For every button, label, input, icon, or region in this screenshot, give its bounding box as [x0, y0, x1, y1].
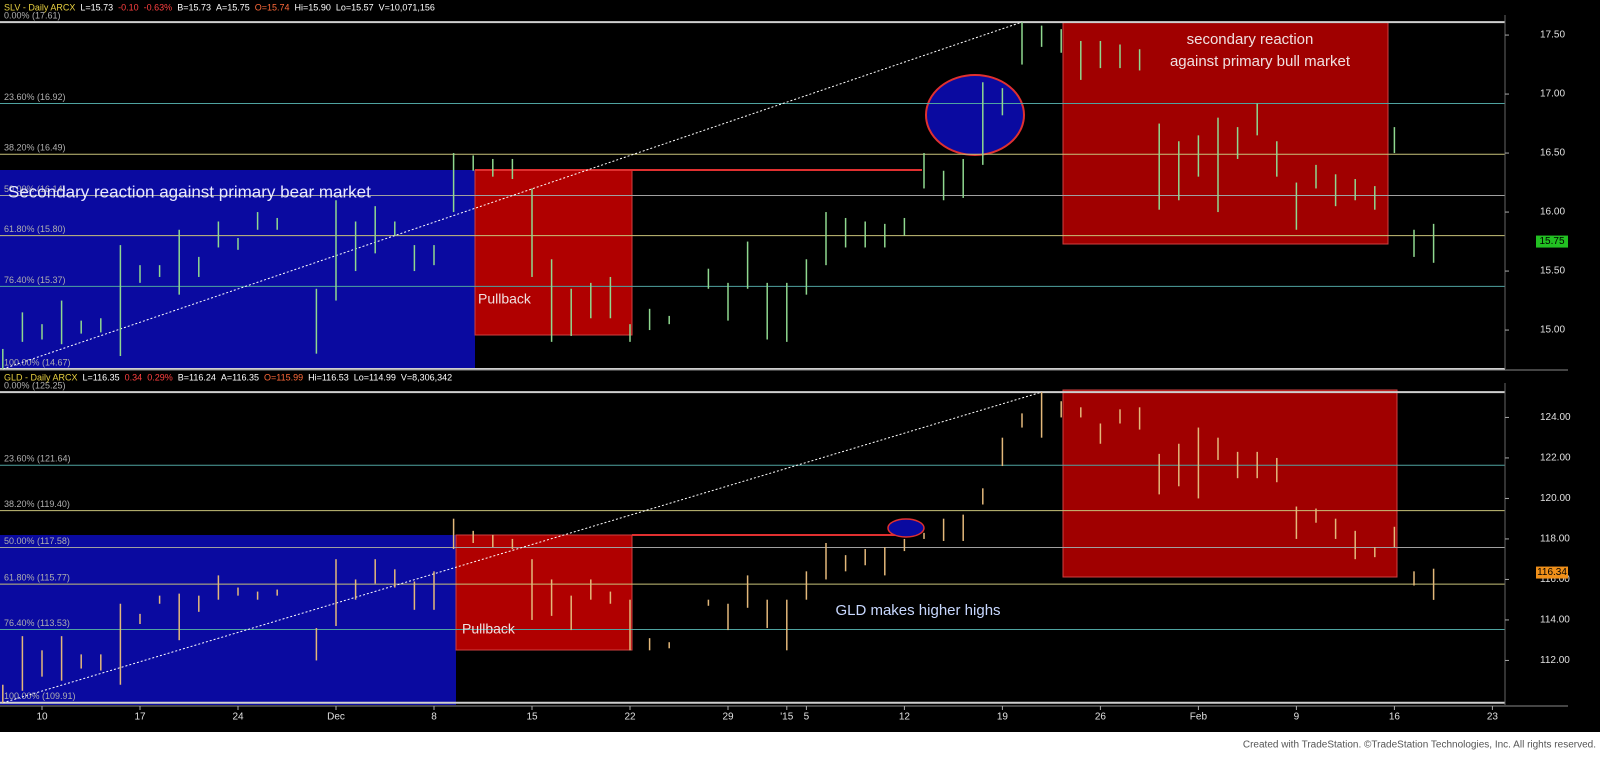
- header-field: -0.63%: [144, 2, 173, 12]
- last-price-label: 15.75: [1539, 236, 1564, 247]
- x-tick-label: Feb: [1190, 712, 1208, 723]
- header-field: SLV - Daily ARCX: [4, 2, 75, 12]
- header-field: L=15.73: [80, 2, 113, 12]
- highlight-ellipse: [925, 74, 1025, 156]
- header-field: V=10,071,156: [379, 2, 435, 12]
- fib-label: 100.00% (109.91): [4, 691, 76, 701]
- annotation: secondary reaction: [1187, 31, 1314, 48]
- fib-label: 38.20% (119.40): [4, 499, 70, 509]
- fib-label: 0.00% (125.25): [4, 380, 66, 390]
- last-price-box: [1536, 235, 1568, 248]
- x-tick-label: 19: [997, 712, 1009, 723]
- header-field: A=15.75: [216, 2, 250, 12]
- x-tick-label: '15: [780, 712, 793, 723]
- header-field: A=116.35: [221, 372, 259, 382]
- annotation: against primary bull market: [1170, 53, 1351, 70]
- x-tick-label: 22: [624, 712, 636, 723]
- header-field: Hi=15.90: [295, 2, 331, 12]
- last-price-label: 116.34: [1537, 567, 1567, 578]
- header-field: 0.34: [125, 372, 143, 382]
- header-field: Lo=114.99: [354, 372, 396, 382]
- bull-reaction-box: [1062, 389, 1398, 578]
- x-tick-label: 24: [232, 712, 244, 723]
- footer-bar: [0, 732, 1600, 765]
- y-tick-label: 17.50: [1540, 30, 1565, 41]
- y-tick-label: 124.00: [1540, 412, 1571, 423]
- fib-label: 23.60% (121.64): [4, 454, 71, 464]
- x-tick-label: 15: [526, 712, 538, 723]
- pullback-box: [455, 534, 633, 651]
- fib-label: 50.00% (117.58): [4, 536, 70, 546]
- bull-reaction-box: [1062, 21, 1389, 245]
- y-tick-label: 17.00: [1540, 89, 1565, 100]
- x-tick-label: 29: [722, 712, 734, 723]
- fib-label: 61.80% (115.77): [4, 572, 70, 582]
- annotation: Pullback: [462, 621, 516, 637]
- fib-label: 76.40% (15.37): [4, 275, 66, 285]
- annotation: Pullback: [478, 291, 532, 307]
- x-tick-label: 17: [134, 712, 146, 723]
- header-field: L=116.35: [83, 372, 120, 382]
- fib-label: 0.00% (17.61): [4, 10, 61, 20]
- y-tick-label: 16.50: [1540, 148, 1565, 159]
- x-tick-label: 23: [1487, 712, 1499, 723]
- y-tick-label: 15.00: [1540, 325, 1565, 336]
- header-field: -0.10: [118, 2, 139, 12]
- annotation: GLD makes higher highs: [835, 602, 1000, 619]
- x-tick-label: Dec: [327, 712, 345, 723]
- y-tick-label: 120.00: [1540, 493, 1571, 504]
- header-field: B=116.24: [178, 372, 216, 382]
- annotation: Secondary reaction against primary bear …: [8, 182, 371, 201]
- x-tick-label: 10: [36, 712, 48, 723]
- fib-label: 50.00% (16.14): [4, 184, 66, 194]
- y-tick-label: 16.00: [1540, 207, 1565, 218]
- footer: Created with TradeStation. ©TradeStation…: [1243, 740, 1596, 751]
- bear-reaction-box: [0, 535, 456, 705]
- highlight-ellipse: [887, 518, 925, 538]
- pullback-box: [474, 169, 633, 336]
- y-tick-label: 114.00: [1540, 615, 1570, 626]
- y-tick-label: 112.00: [1540, 655, 1570, 666]
- y-tick-label: 118.00: [1540, 534, 1570, 545]
- fib-label: 38.20% (16.49): [4, 143, 66, 153]
- header-field: V=8,306,342: [401, 372, 452, 382]
- header-field: Hi=116.53: [308, 372, 349, 382]
- x-tick-label: 5: [804, 712, 810, 723]
- header-field: Lo=15.57: [336, 2, 374, 12]
- header-field: B=15.73: [177, 2, 211, 12]
- x-tick-label: 12: [899, 712, 911, 723]
- header-field: GLD - Daily ARCX: [4, 372, 78, 382]
- y-tick-label: 15.50: [1540, 266, 1565, 277]
- x-tick-label: 26: [1095, 712, 1107, 723]
- bear-reaction-box: [0, 170, 475, 369]
- fib-label: 23.60% (16.92): [4, 92, 66, 102]
- x-tick-label: 8: [431, 712, 437, 723]
- header-field: O=115.99: [264, 372, 303, 382]
- y-tick-label: 116.00: [1540, 574, 1570, 585]
- last-price-box: [1536, 566, 1568, 579]
- y-tick-label: 122.00: [1540, 453, 1571, 464]
- fib-label: 76.40% (113.53): [4, 618, 70, 628]
- x-tick-label: 16: [1389, 712, 1401, 723]
- x-tick-label: 9: [1294, 712, 1300, 723]
- trend-line: [2, 391, 1042, 704]
- header-field: 0.29%: [147, 372, 173, 382]
- fib-label: 61.80% (15.80): [4, 224, 66, 234]
- trend-line: [2, 21, 1023, 370]
- header-field: O=15.74: [255, 2, 290, 12]
- fib-label: 100.00% (14.67): [4, 357, 71, 367]
